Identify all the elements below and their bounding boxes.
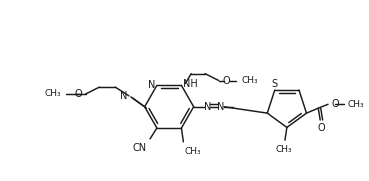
Text: CH₃: CH₃	[276, 145, 292, 154]
Text: N: N	[217, 102, 225, 112]
Text: NH: NH	[183, 79, 198, 89]
Text: CH₃: CH₃	[348, 100, 364, 109]
Text: O: O	[317, 123, 325, 133]
Text: O: O	[74, 89, 82, 99]
Text: N: N	[148, 80, 155, 90]
Text: N: N	[120, 91, 127, 101]
Text: N: N	[204, 102, 211, 112]
Text: CH₃: CH₃	[184, 147, 201, 156]
Text: S: S	[272, 79, 278, 89]
Text: O: O	[223, 75, 230, 85]
Text: CH₃: CH₃	[45, 89, 61, 98]
Text: CN: CN	[133, 143, 147, 153]
Text: O: O	[331, 99, 339, 109]
Text: CH₃: CH₃	[241, 76, 258, 85]
